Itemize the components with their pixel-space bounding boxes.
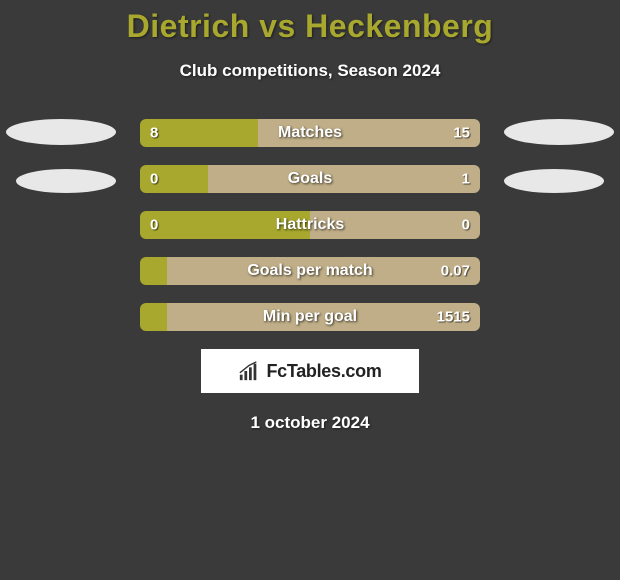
subtitle: Club competitions, Season 2024 [0,61,620,81]
stat-value-right: 1 [462,171,470,188]
stat-value-right: 0 [462,217,470,234]
logo-text: FcTables.com [266,361,381,382]
comparison-card: Dietrich vs Heckenberg Club competitions… [0,0,620,433]
stat-value-left: 8 [150,125,158,142]
stat-row: 1515 Min per goal [0,303,620,331]
stat-row: 0.07 Goals per match [0,257,620,285]
stat-value-left: 0 [150,217,158,234]
page-title: Dietrich vs Heckenberg [0,8,620,45]
stat-bar-left [140,303,167,331]
stat-label: Hattricks [276,216,344,234]
stat-label: Goals per match [247,262,372,280]
stat-bar-left [140,257,167,285]
date-label: 1 october 2024 [0,413,620,433]
stat-bar: 0 0 Hattricks [140,211,480,239]
stat-label: Goals [288,170,332,188]
stat-bar: 1515 Min per goal [140,303,480,331]
stat-label: Matches [278,124,342,142]
stats-area: 8 15 Matches 0 1 Goals 0 0 Hattricks 0.07 Goals pe… [0,119,620,433]
stat-row: 8 15 Matches [0,119,620,147]
stat-value-right: 0.07 [441,263,470,280]
logo-box: FcTables.com [201,349,419,393]
stat-value-right: 1515 [437,309,470,326]
stat-row: 0 1 Goals [0,165,620,193]
stat-value-left: 0 [150,171,158,188]
stat-bar: 0.07 Goals per match [140,257,480,285]
stat-label: Min per goal [263,308,357,326]
stat-row: 0 0 Hattricks [0,211,620,239]
fctables-logo-icon [238,360,260,382]
stat-bar: 8 15 Matches [140,119,480,147]
stat-value-right: 15 [453,125,470,142]
stat-bar-right [208,165,480,193]
stat-bar: 0 1 Goals [140,165,480,193]
